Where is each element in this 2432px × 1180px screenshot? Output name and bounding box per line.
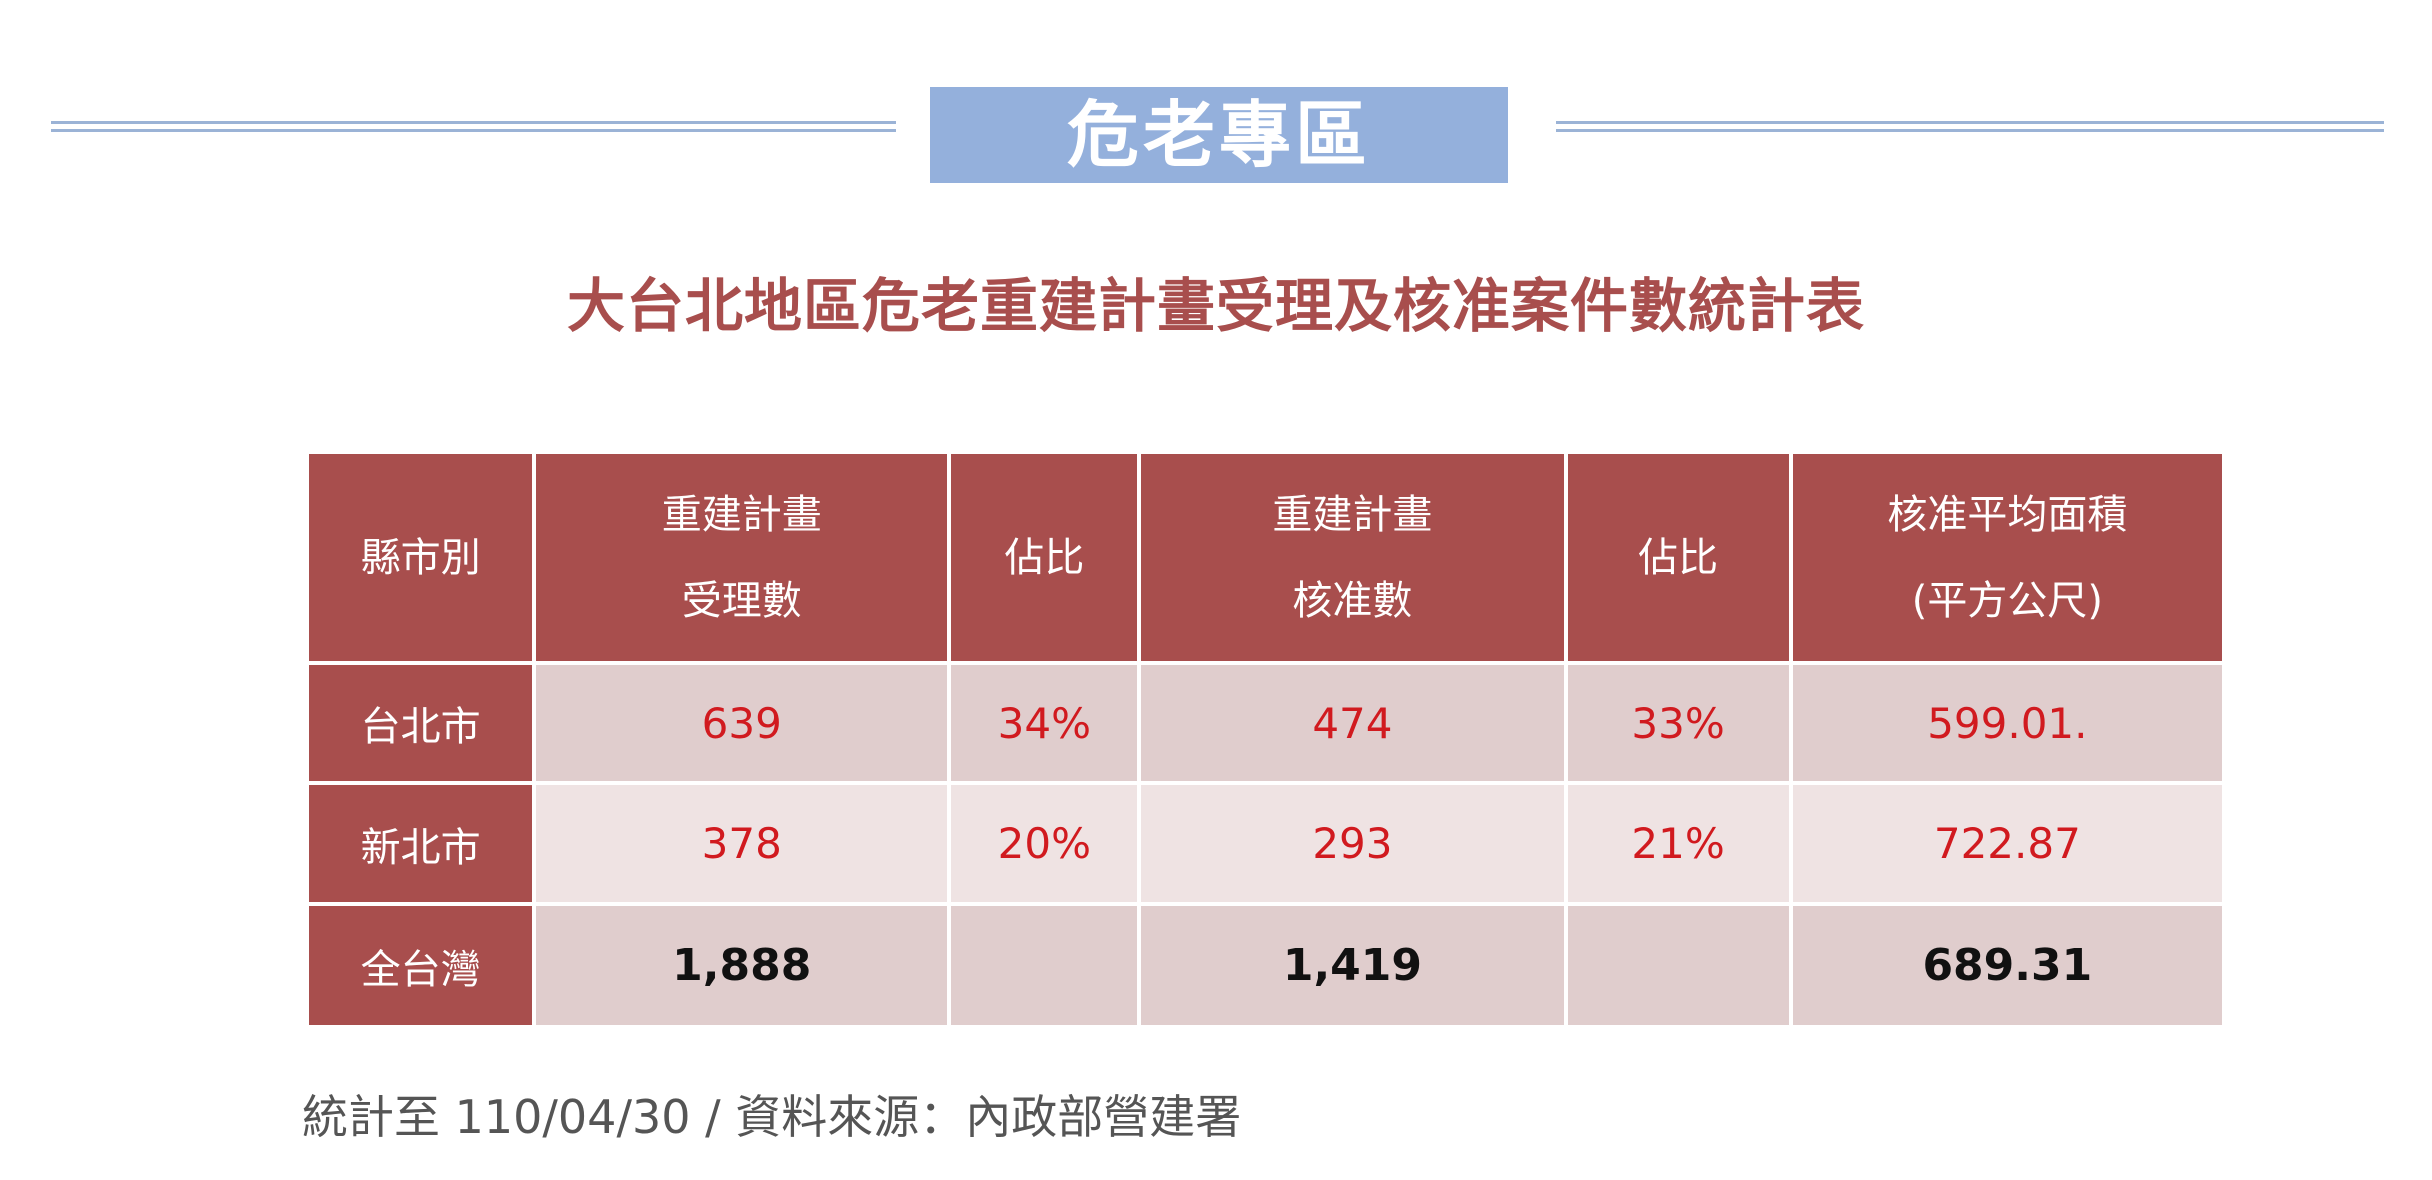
page-title: 大台北地區危老重建計畫受理及核准案件數統計表 <box>566 272 1865 340</box>
avg-area: 722.87 <box>1792 785 2222 902</box>
statistics-table: 縣市別 重建計畫 受理數 佔比 重建計畫 核准數 佔比 核准平均面積 (平方公尺… <box>305 450 2226 1029</box>
approved-count: 1,419 <box>1141 906 1564 1025</box>
avg-area: 689.31 <box>1792 906 2222 1025</box>
table-header-row: 縣市別 重建計畫 受理數 佔比 重建計畫 核准數 佔比 核准平均面積 (平方公尺… <box>309 454 2222 661</box>
approved-share: 21% <box>1567 785 1789 902</box>
received-count: 639 <box>536 665 948 781</box>
header-approved-share: 佔比 <box>1567 454 1789 661</box>
avg-area: 599.01. <box>1792 665 2222 781</box>
header-approved: 重建計畫 核准數 <box>1141 454 1564 661</box>
received-share <box>951 906 1138 1025</box>
approved-count: 474 <box>1141 665 1564 781</box>
banner: 危老專區 <box>930 87 1508 183</box>
approved-share: 33% <box>1567 665 1789 781</box>
source-footnote: 統計至 110/04/30 / 資料來源：內政部營建署 <box>302 1090 1242 1144</box>
row-label: 全台灣 <box>309 906 533 1025</box>
row-label: 新北市 <box>309 785 533 902</box>
banner-right-rule <box>1556 121 2384 132</box>
header-received-share: 佔比 <box>951 454 1138 661</box>
table-row-taiwan-total: 全台灣 1,888 1,419 689.31 <box>309 906 2222 1025</box>
banner-left-rule <box>51 121 896 132</box>
header-received: 重建計畫 受理數 <box>536 454 948 661</box>
table-row-new-taipei: 新北市 378 20% 293 21% 722.87 <box>309 785 2222 902</box>
received-share: 34% <box>951 665 1138 781</box>
received-share: 20% <box>951 785 1138 902</box>
received-count: 378 <box>536 785 948 902</box>
received-count: 1,888 <box>536 906 948 1025</box>
approved-count: 293 <box>1141 785 1564 902</box>
table-row-taipei: 台北市 639 34% 474 33% 599.01. <box>309 665 2222 781</box>
approved-share <box>1567 906 1789 1025</box>
header-city: 縣市別 <box>309 454 533 661</box>
row-label: 台北市 <box>309 665 533 781</box>
banner-title: 危老專區 <box>1066 92 1371 177</box>
header-avg-area: 核准平均面積 (平方公尺) <box>1792 454 2222 661</box>
